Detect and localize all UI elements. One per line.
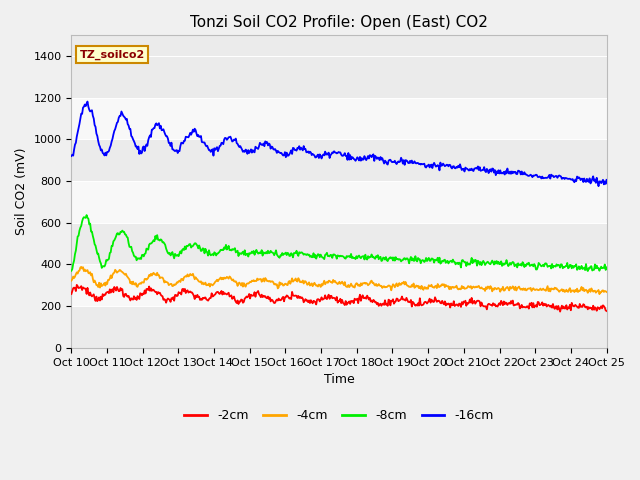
Bar (72, 140, 607, 181)
Bar (72, 306, 607, 348)
Bar (72, 181, 607, 223)
Legend: -2cm, -4cm, -8cm, -16cm: -2cm, -4cm, -8cm, -16cm (179, 404, 499, 427)
Bar (72, 223, 607, 264)
Bar (72, 98, 607, 140)
Text: TZ_soilco2: TZ_soilco2 (79, 49, 145, 60)
Title: Tonzi Soil CO2 Profile: Open (East) CO2: Tonzi Soil CO2 Profile: Open (East) CO2 (190, 15, 488, 30)
Bar (72, 264, 607, 306)
Bar (72, 36, 607, 56)
Bar (72, 56, 607, 98)
X-axis label: Time: Time (324, 373, 355, 386)
Y-axis label: Soil CO2 (mV): Soil CO2 (mV) (15, 148, 28, 235)
